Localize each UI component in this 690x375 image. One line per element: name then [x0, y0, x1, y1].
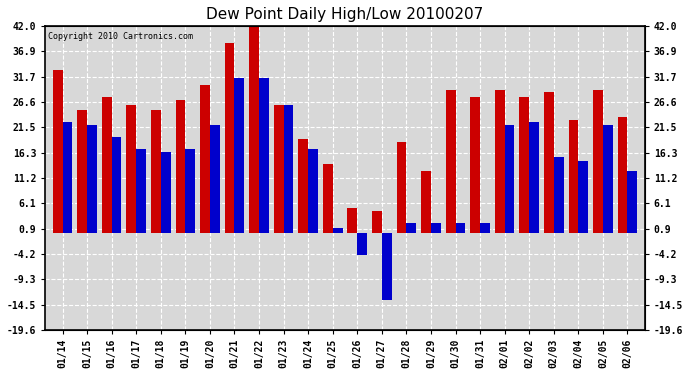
Bar [186, 149, 195, 233]
Bar [480, 223, 490, 233]
Bar [151, 110, 161, 233]
Bar [225, 43, 235, 233]
Bar [495, 90, 504, 233]
Bar [578, 162, 588, 233]
Bar [235, 78, 244, 233]
Text: Copyright 2010 Cartronics.com: Copyright 2010 Cartronics.com [48, 32, 193, 41]
Bar [593, 90, 603, 233]
Bar [627, 171, 638, 233]
Bar [372, 211, 382, 233]
Bar [126, 105, 136, 233]
Bar [382, 233, 392, 300]
Bar [112, 137, 121, 233]
Bar [504, 124, 515, 233]
Bar [274, 105, 284, 233]
Bar [406, 223, 416, 233]
Bar [471, 98, 480, 233]
Bar [284, 105, 293, 233]
Bar [63, 122, 72, 233]
Bar [87, 124, 97, 233]
Bar [554, 157, 564, 233]
Bar [348, 209, 357, 233]
Title: Dew Point Daily High/Low 20100207: Dew Point Daily High/Low 20100207 [206, 7, 484, 22]
Bar [446, 90, 455, 233]
Bar [210, 124, 219, 233]
Bar [603, 124, 613, 233]
Bar [455, 223, 465, 233]
Bar [323, 164, 333, 233]
Bar [161, 152, 170, 233]
Bar [259, 78, 269, 233]
Bar [200, 85, 210, 233]
Bar [175, 100, 186, 233]
Bar [357, 233, 367, 255]
Bar [397, 142, 406, 233]
Bar [431, 223, 441, 233]
Bar [529, 122, 539, 233]
Bar [102, 98, 112, 233]
Bar [520, 98, 529, 233]
Bar [421, 171, 431, 233]
Bar [249, 23, 259, 233]
Bar [544, 93, 554, 233]
Bar [618, 117, 627, 233]
Bar [136, 149, 146, 233]
Bar [569, 120, 578, 233]
Bar [77, 110, 87, 233]
Bar [333, 228, 342, 233]
Bar [52, 70, 63, 233]
Bar [308, 149, 318, 233]
Bar [298, 139, 308, 233]
